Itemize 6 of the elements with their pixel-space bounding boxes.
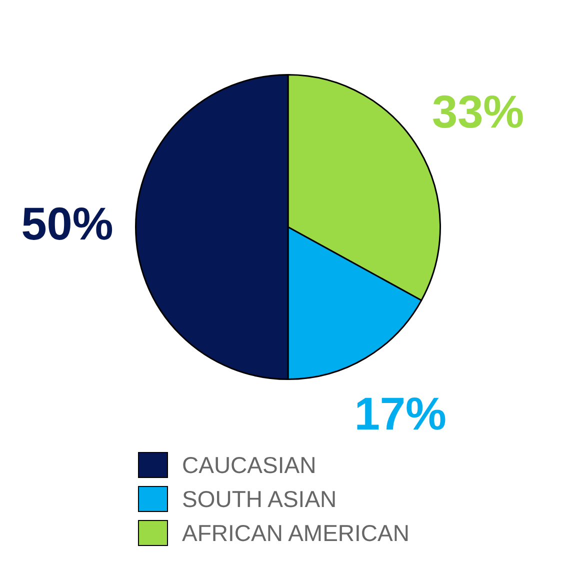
legend-label: CAUCASIAN <box>182 452 316 478</box>
data-label: 50% <box>21 198 114 250</box>
legend-label: AFRICAN AMERICAN <box>182 520 410 546</box>
data-label: 17% <box>354 388 446 440</box>
data-label: 33% <box>432 85 524 138</box>
legend-label: SOUTH ASIAN <box>182 486 337 512</box>
